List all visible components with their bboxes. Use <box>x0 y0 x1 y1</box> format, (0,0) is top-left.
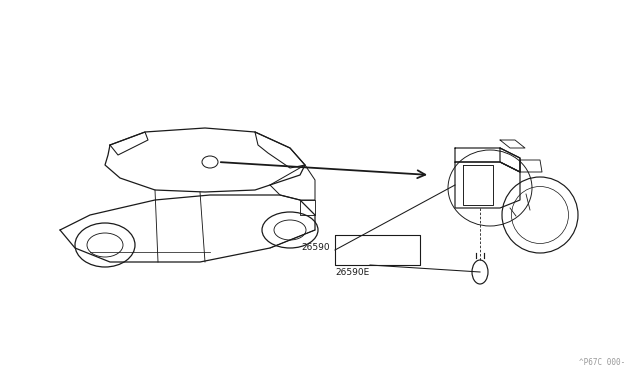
Text: ^P67C 000-: ^P67C 000- <box>579 358 625 367</box>
Text: 26590E: 26590E <box>335 268 369 277</box>
Text: 26590: 26590 <box>301 244 330 253</box>
